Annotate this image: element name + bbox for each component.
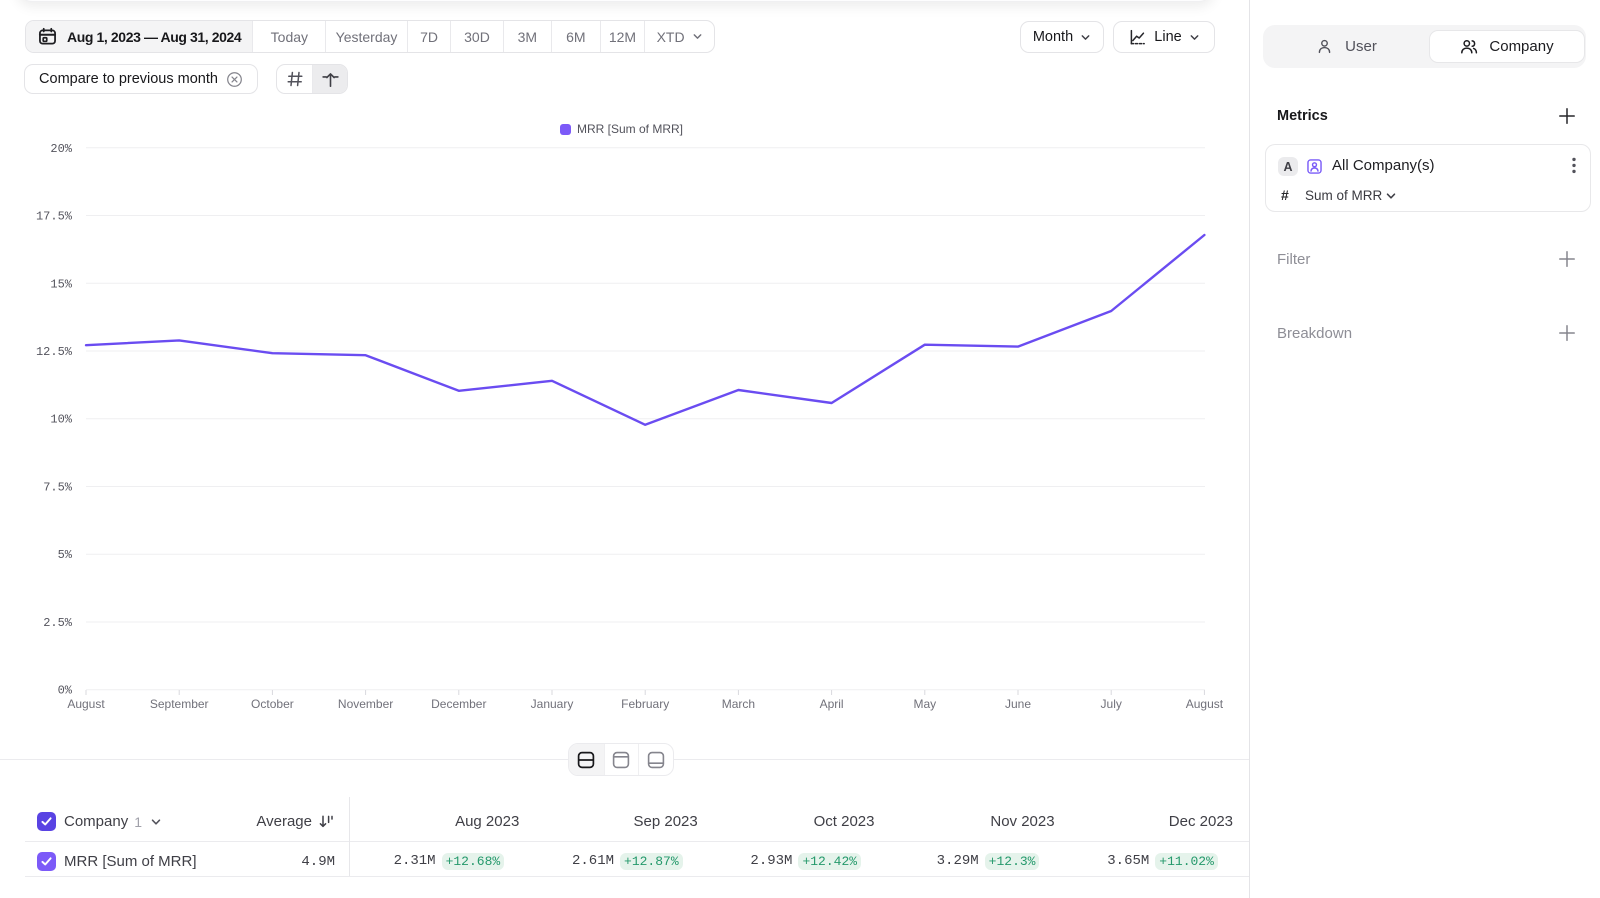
svg-text:November: November <box>338 697 393 711</box>
svg-text:20%: 20% <box>50 142 72 156</box>
svg-text:5%: 5% <box>58 548 73 562</box>
svg-text:August: August <box>1186 697 1224 711</box>
svg-text:July: July <box>1101 697 1122 711</box>
svg-text:December: December <box>431 697 486 711</box>
svg-text:August: August <box>67 697 105 711</box>
svg-text:12.5%: 12.5% <box>36 345 73 359</box>
svg-text:0%: 0% <box>58 684 73 698</box>
svg-text:September: September <box>150 697 209 711</box>
svg-text:February: February <box>621 697 669 711</box>
svg-text:7.5%: 7.5% <box>43 480 73 494</box>
svg-text:10%: 10% <box>50 413 72 427</box>
svg-text:June: June <box>1005 697 1031 711</box>
svg-text:2.5%: 2.5% <box>43 616 73 630</box>
svg-text:January: January <box>531 697 574 711</box>
svg-text:March: March <box>722 697 755 711</box>
svg-text:October: October <box>251 697 294 711</box>
svg-text:May: May <box>913 697 936 711</box>
svg-text:April: April <box>820 697 844 711</box>
svg-text:17.5%: 17.5% <box>36 210 73 224</box>
svg-text:15%: 15% <box>50 277 72 291</box>
